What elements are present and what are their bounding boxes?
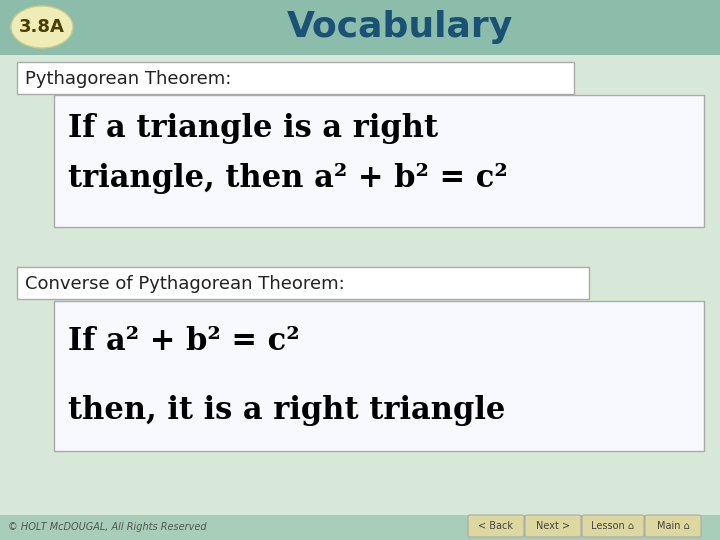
Text: Vocabulary: Vocabulary bbox=[287, 10, 513, 44]
Text: 3.8A: 3.8A bbox=[19, 18, 65, 36]
FancyBboxPatch shape bbox=[468, 515, 524, 537]
FancyBboxPatch shape bbox=[645, 515, 701, 537]
FancyBboxPatch shape bbox=[525, 515, 581, 537]
Bar bbox=[0, 0, 720, 55]
Text: Main ⌂: Main ⌂ bbox=[657, 521, 690, 531]
Text: Lesson ⌂: Lesson ⌂ bbox=[591, 521, 634, 531]
FancyBboxPatch shape bbox=[54, 95, 704, 227]
FancyBboxPatch shape bbox=[582, 515, 644, 537]
Text: Next >: Next > bbox=[536, 521, 570, 531]
Text: Converse of Pythagorean Theorem:: Converse of Pythagorean Theorem: bbox=[25, 275, 345, 293]
Text: Pythagorean Theorem:: Pythagorean Theorem: bbox=[25, 70, 231, 88]
Ellipse shape bbox=[11, 6, 73, 48]
FancyBboxPatch shape bbox=[17, 62, 574, 94]
Text: triangle, then a² + b² = c²: triangle, then a² + b² = c² bbox=[68, 163, 508, 193]
FancyBboxPatch shape bbox=[54, 301, 704, 451]
Text: < Back: < Back bbox=[479, 521, 513, 531]
Text: If a triangle is a right: If a triangle is a right bbox=[68, 112, 438, 144]
Text: then, it is a right triangle: then, it is a right triangle bbox=[68, 395, 505, 426]
FancyBboxPatch shape bbox=[17, 267, 589, 299]
Text: © HOLT McDOUGAL, All Rights Reserved: © HOLT McDOUGAL, All Rights Reserved bbox=[8, 522, 207, 532]
Bar bbox=[0, 515, 720, 540]
Text: If a² + b² = c²: If a² + b² = c² bbox=[68, 327, 300, 357]
